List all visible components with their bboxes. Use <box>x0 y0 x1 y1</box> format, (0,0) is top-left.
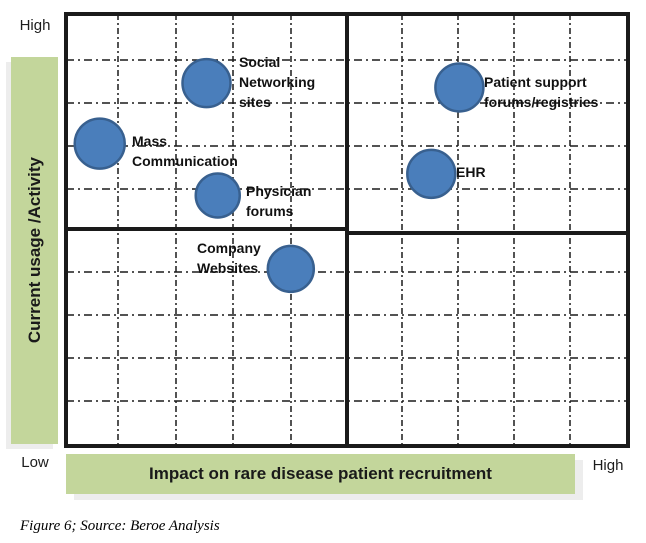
x-axis-title: Impact on rare disease patient recruitme… <box>149 464 492 483</box>
data-bubble <box>434 62 485 113</box>
y-axis-band: Current usage /Activity <box>11 57 58 444</box>
x-axis-high-label: High <box>592 457 624 474</box>
data-bubble <box>73 117 126 170</box>
data-bubble <box>194 172 241 219</box>
x-axis-band: Impact on rare disease patient recruitme… <box>66 454 575 494</box>
origin-low-label: Low <box>21 454 49 471</box>
y-axis-high-label: High <box>19 17 51 34</box>
figure-caption: Figure 6; Source: Beroe Analysis <box>20 518 220 534</box>
data-bubble <box>266 244 316 294</box>
data-bubble <box>181 57 232 109</box>
data-bubble <box>406 148 457 200</box>
